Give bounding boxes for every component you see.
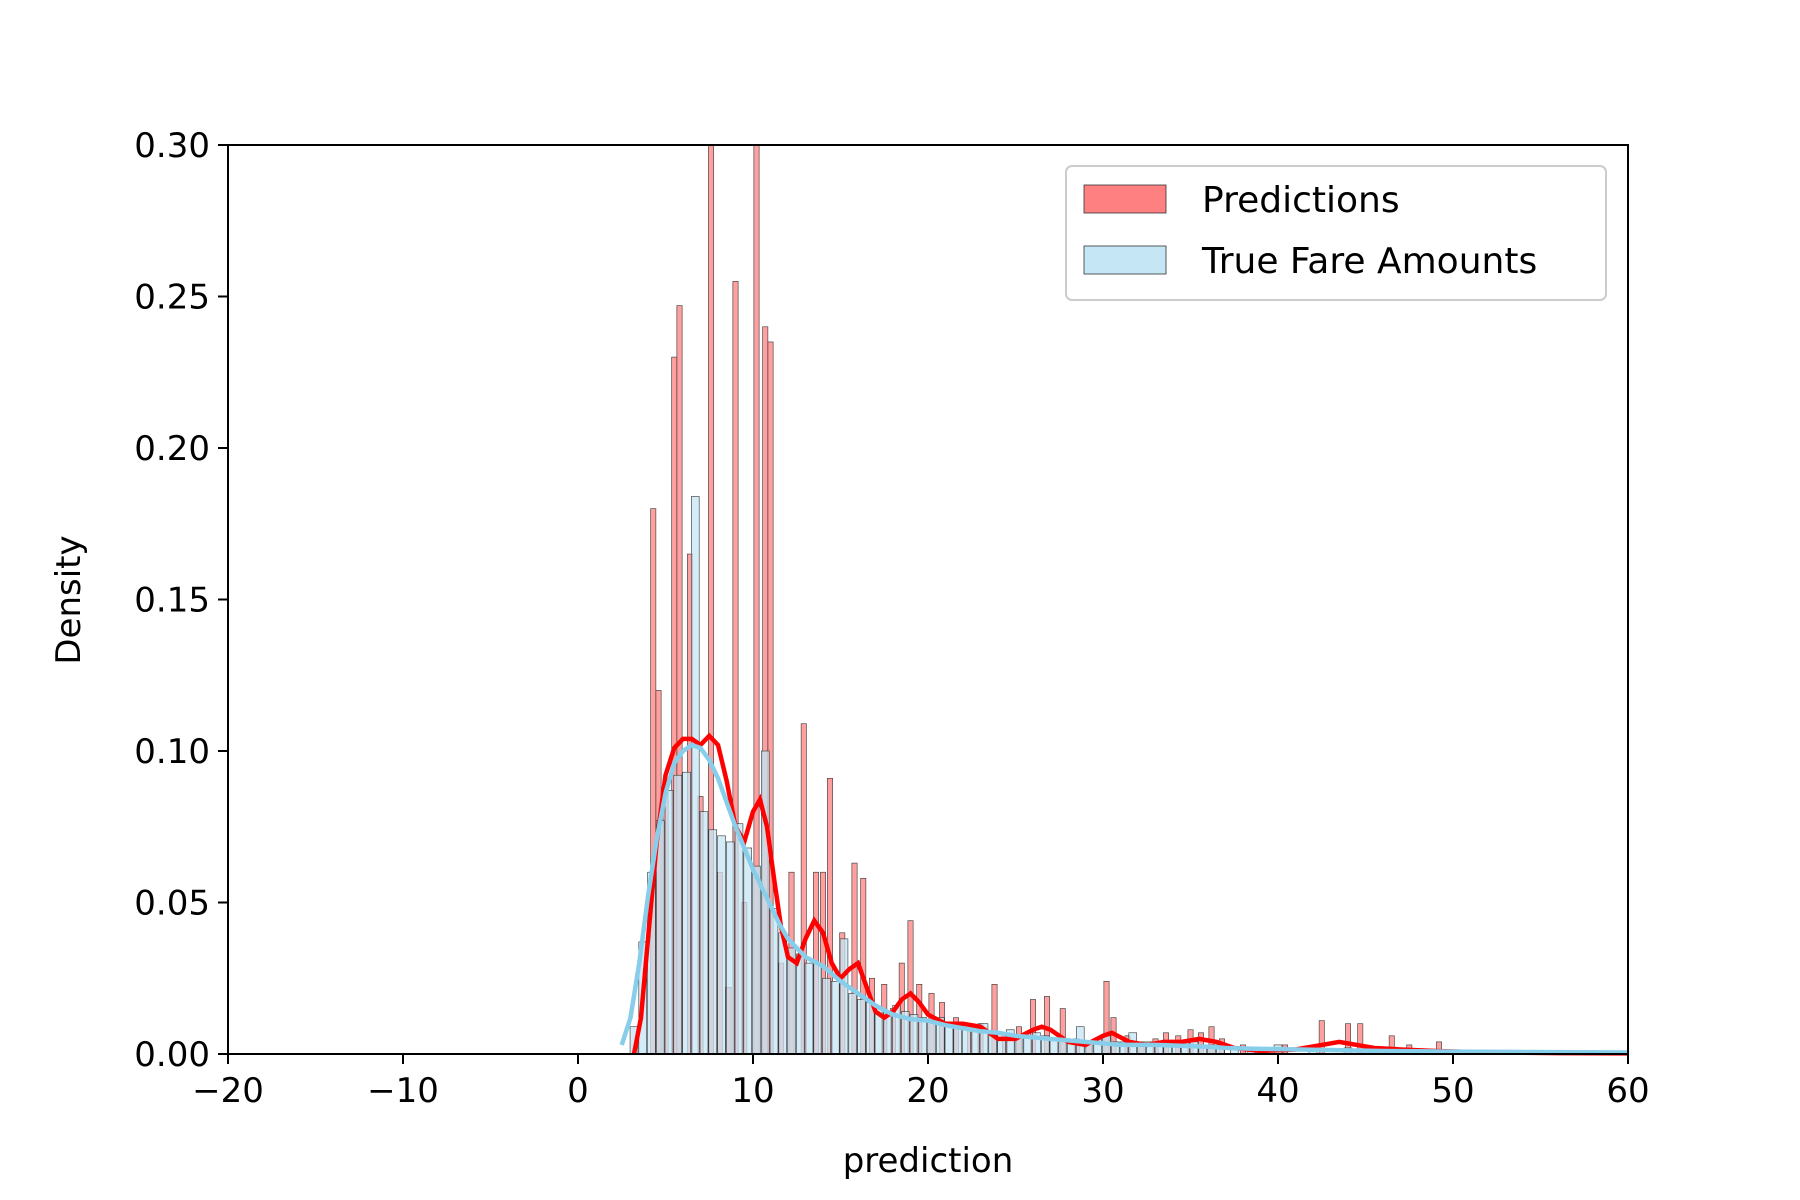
true-fare-bar — [682, 771, 691, 1055]
y-tick-label: 0.05 — [134, 884, 210, 924]
true-fare-bar — [752, 865, 761, 1055]
legend-box — [1065, 165, 1607, 301]
y-axis-label: Density — [49, 535, 89, 664]
true-fare-bar — [691, 496, 700, 1055]
true-fare-bar — [822, 977, 831, 1055]
y-tick-label: 0.00 — [134, 1035, 210, 1075]
true-fare-bar — [717, 835, 726, 1055]
true-fare-bar — [664, 790, 674, 1055]
true-fare-bar — [734, 823, 744, 1055]
x-tick-label: 60 — [1606, 1071, 1649, 1111]
true-fare-bar — [699, 811, 709, 1055]
true-fare-bar — [726, 841, 735, 1055]
y-tick-label: 0.20 — [134, 429, 210, 469]
true-fare-bar — [708, 829, 717, 1055]
true-fare-bar — [962, 1029, 971, 1055]
legend-label-true-fare-amounts: True Fare Amounts — [1201, 241, 1537, 282]
true-fare-bar — [796, 953, 805, 1055]
true-fare-bar — [769, 908, 779, 1055]
x-tick-label: 50 — [1431, 1071, 1474, 1111]
y-tick-label: 0.10 — [134, 732, 210, 772]
true-fare-bar — [839, 938, 849, 1055]
y-axis-ticks: 0.00 0.05 0.10 0.15 0.20 0.25 0.30 — [134, 126, 228, 1075]
true-fare-bar — [813, 962, 822, 1055]
legend-label-predictions: Predictions — [1202, 180, 1400, 221]
x-tick-label: −10 — [367, 1071, 439, 1111]
true-fare-bar — [971, 1029, 980, 1055]
legend-swatch-predictions — [1083, 184, 1167, 214]
x-tick-label: 30 — [1081, 1071, 1124, 1111]
true-fare-kde-line — [619, 742, 1629, 1055]
y-tick-label: 0.30 — [134, 126, 210, 166]
true-fare-bar — [673, 774, 682, 1055]
true-fare-bar — [804, 962, 814, 1055]
x-axis-label: prediction — [843, 1141, 1014, 1181]
legend: Predictions True Fare Amounts — [1065, 165, 1607, 301]
legend-swatch-true-fare-amounts — [1083, 245, 1167, 275]
x-tick-label: 20 — [906, 1071, 949, 1111]
y-tick-label: 0.15 — [134, 581, 210, 621]
y-tick-label: 0.25 — [134, 278, 210, 318]
true-fare-bar — [831, 980, 840, 1055]
true-fare-bar — [857, 999, 866, 1055]
true-fare-bar — [927, 1020, 936, 1055]
x-tick-label: 10 — [731, 1071, 774, 1111]
true-fare-bar — [953, 1026, 962, 1055]
true-fare-bar — [743, 847, 752, 1055]
true-fare-bar — [848, 993, 857, 1055]
x-tick-label: 40 — [1256, 1071, 1299, 1111]
x-tick-label: 0 — [567, 1071, 589, 1111]
x-tick-label: −20 — [192, 1071, 264, 1111]
true-fare-bar — [918, 1017, 927, 1055]
x-axis-ticks: −20 −10 0 10 20 30 40 50 60 — [192, 1054, 1650, 1111]
